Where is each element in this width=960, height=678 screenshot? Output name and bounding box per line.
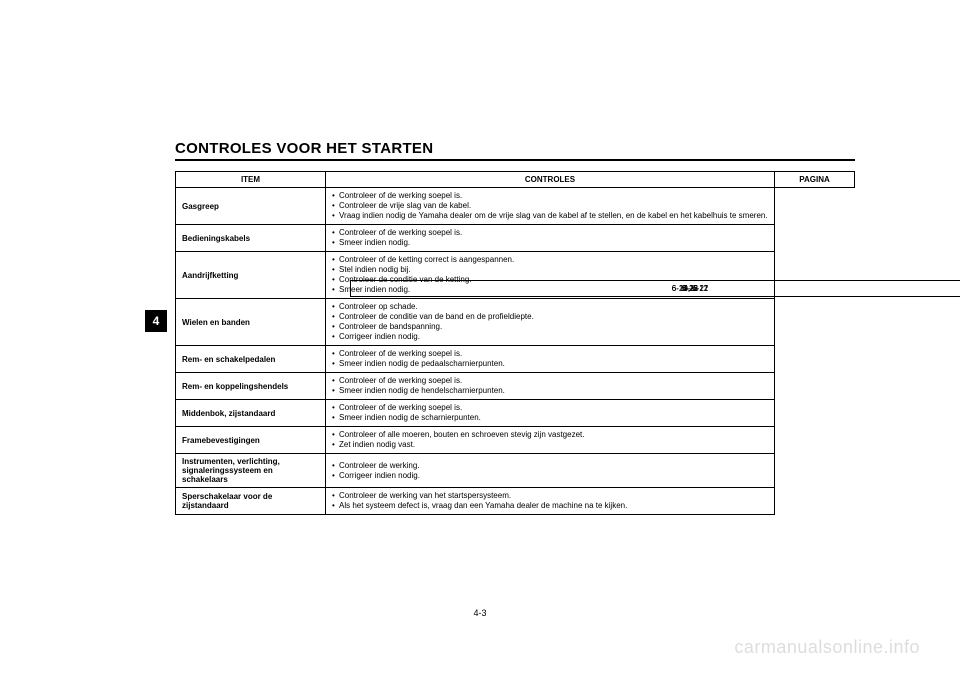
control-item: Stel indien nodig bij. [332,265,768,275]
control-item: Smeer indien nodig de scharnierpunten. [332,413,768,423]
table-row: Rem- en schakelpedalenControleer of de w… [176,346,855,373]
table-row: GasgreepControleer of de werking soepel … [176,188,855,225]
table-row: Middenbok, zijstandaardControleer of de … [176,400,855,427]
control-item: Controleer of de werking soepel is. [332,349,768,359]
control-item: Smeer indien nodig de pedaalscharnierpun… [332,359,768,369]
control-item: Controleer of de werking soepel is. [332,228,768,238]
cell-item: Rem- en schakelpedalen [176,346,326,373]
cell-item: Bedieningskabels [176,225,326,252]
footer-page-number: 4-3 [0,608,960,618]
control-item: Vraag indien nodig de Yamaha dealer om d… [332,211,768,221]
cell-controles: Controleer of de werking soepel is.Smeer… [326,400,775,427]
cell-item: Aandrijfketting [176,252,326,299]
control-item: Zet indien nodig vast. [332,440,768,450]
page-title: CONTROLES VOOR HET STARTEN [175,140,855,157]
control-item: Controleer of de ketting correct is aang… [332,255,768,265]
cell-controles: Controleer de werking.Corrigeer indien n… [326,454,775,488]
cell-controles: Controleer of de werking soepel is.Contr… [326,188,775,225]
control-item: Corrigeer indien nodig. [332,332,768,342]
cell-controles: Controleer of de werking soepel is.Smeer… [326,346,775,373]
watermark: carmanualsonline.info [734,637,920,658]
cell-controles: Controleer of alle moeren, bouten en sch… [326,427,775,454]
table-row: Rem- en koppelingshendelsControleer of d… [176,373,855,400]
control-item: Smeer indien nodig. [332,238,768,248]
table-row: Sperschakelaar voor de zijstandaard Contr… [176,488,855,515]
table-row: BedieningskabelsControleer of de werking… [176,225,855,252]
th-pagina: PAGINA [775,172,855,188]
cell-item: Wielen en banden [176,299,326,346]
control-item: Controleer de vrije slag van de kabel. [332,201,768,211]
cell-controles: Controleer de werking van het startspers… [326,488,775,515]
control-item: Controleer of de werking soepel is. [332,376,768,386]
page-content: CONTROLES VOOR HET STARTEN ITEM CONTROLE… [175,140,855,515]
cell-item: Gasgreep [176,188,326,225]
table-row: Instrumenten, verlichting, signaleringss… [176,454,855,488]
cell-item: Middenbok, zijstandaard [176,400,326,427]
table-row: Wielen en bandenControleer op schade.Con… [176,299,855,346]
table-row: Framebevestigingen Controleer of alle moe… [176,427,855,454]
th-item: ITEM [176,172,326,188]
control-item: Smeer indien nodig de hendelscharnierpun… [332,386,768,396]
th-controles: CONTROLES [326,172,775,188]
cell-controles: Controleer of de werking soepel is.Smeer… [326,373,775,400]
control-item: Controleer de bandspanning. [332,322,768,332]
checks-table: ITEM CONTROLES PAGINA GasgreepControleer… [175,171,855,515]
control-item: Controleer de conditie van de band en de… [332,312,768,322]
control-item: Controleer op schade. [332,302,768,312]
cell-controles: Controleer op schade.Controleer de condi… [326,299,775,346]
cell-item: Sperschakelaar voor de zijstandaard [176,488,326,515]
cell-item: Rem- en koppelingshendels [176,373,326,400]
cell-item: Framebevestigingen [176,427,326,454]
control-item: Corrigeer indien nodig. [332,471,768,481]
control-item: Als het systeem defect is, vraag dan een… [332,501,768,511]
chapter-tab: 4 [145,310,167,332]
cell-item: Instrumenten, verlichting, signaleringss… [176,454,326,488]
cell-controles: Controleer of de werking soepel is.Smeer… [326,225,775,252]
title-row: CONTROLES VOOR HET STARTEN [175,140,855,161]
control-item: Controleer of de werking soepel is. [332,191,768,201]
table-header-row: ITEM CONTROLES PAGINA [176,172,855,188]
control-item: Controleer of alle moeren, bouten en sch… [332,430,768,440]
control-item: Controleer of de werking soepel is. [332,403,768,413]
control-item: Controleer de werking van het startspers… [332,491,768,501]
control-item: Controleer de werking. [332,461,768,471]
cell-pagina: 3-18 [350,280,960,297]
